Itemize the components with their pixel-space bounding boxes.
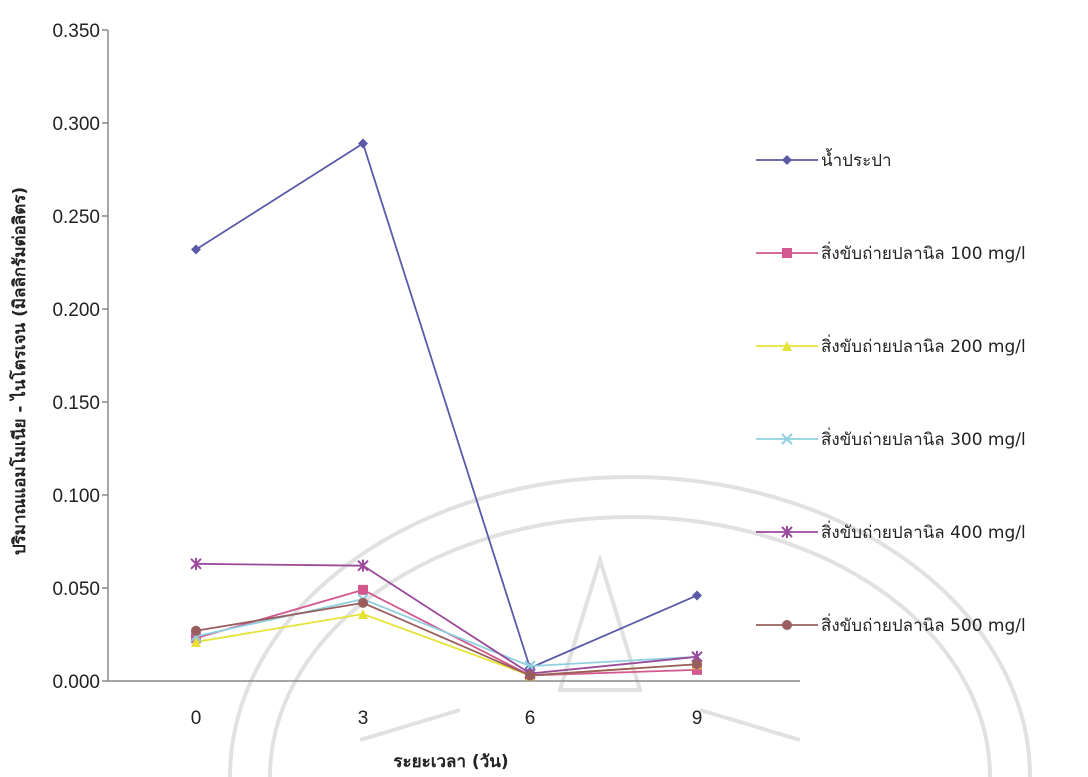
y-tick-label: 0.150 bbox=[52, 393, 100, 414]
legend-item: สิ่งขับถ่ายปลานิล 500 mg/l bbox=[756, 613, 1026, 636]
legend-marker bbox=[781, 433, 793, 445]
data-point bbox=[692, 590, 702, 601]
series-line bbox=[195, 562, 698, 675]
legend-marker bbox=[781, 526, 793, 538]
legend-item: สิ่งขับถ่ายปลานิล 400 mg/l bbox=[756, 520, 1026, 543]
legend-item: สิ่งขับถ่ายปลานิล 100 mg/l bbox=[756, 241, 1026, 264]
legend-label: สิ่งขับถ่ายปลานิล 100 mg/l bbox=[821, 241, 1026, 264]
legend-marker bbox=[782, 248, 792, 258]
legend-label: สิ่งขับถ่ายปลานิล 400 mg/l bbox=[821, 520, 1026, 543]
data-point bbox=[358, 138, 368, 149]
plot-axes bbox=[107, 30, 800, 682]
series-line bbox=[195, 598, 698, 668]
legend-label: สิ่งขับถ่ายปลานิล 500 mg/l bbox=[821, 613, 1026, 636]
data-point bbox=[191, 625, 201, 636]
data-point bbox=[357, 559, 369, 572]
series-4 bbox=[190, 593, 703, 672]
legend-label: สิ่งขับถ่ายปลานิล 300 mg/l bbox=[821, 427, 1026, 450]
data-point bbox=[525, 670, 535, 681]
x-tick-labels: 0 3 6 9 bbox=[191, 708, 703, 729]
legend-item: สิ่งขับถ่ายปลานิล 300 mg/l bbox=[756, 427, 1026, 450]
y-tick-label: 0.350 bbox=[52, 21, 100, 42]
legend-label: สิ่งขับถ่ายปลานิล 200 mg/l bbox=[821, 334, 1026, 357]
series-line bbox=[195, 601, 698, 677]
legend-item: น้ำประปา bbox=[756, 148, 892, 171]
legend-marker bbox=[782, 620, 792, 630]
series-lines bbox=[190, 138, 703, 681]
legend-label: น้ำประปา bbox=[821, 148, 892, 171]
x-tick-label: 6 bbox=[525, 708, 536, 729]
x-axis-title: ระยะเวลา (วัน) bbox=[393, 752, 508, 772]
data-point bbox=[692, 664, 702, 675]
legend-marker bbox=[782, 155, 792, 165]
x-tick-label: 9 bbox=[692, 708, 703, 729]
data-point bbox=[358, 609, 368, 620]
y-tick-labels: 0.000 0.050 0.100 0.150 0.200 0.250 0.300 0.350 bbox=[52, 21, 108, 693]
series-1 bbox=[191, 138, 702, 673]
data-point bbox=[191, 636, 201, 647]
data-point bbox=[358, 597, 368, 608]
y-tick-label: 0.100 bbox=[52, 486, 100, 507]
data-point bbox=[190, 557, 202, 570]
x-tick-label: 0 bbox=[191, 708, 202, 729]
y-tick-label: 0.300 bbox=[52, 114, 100, 135]
y-tick-label: 0.250 bbox=[52, 207, 100, 228]
y-axis-title: ปริมาณแอมโมเนีย - ไนโตรเจน (มิลลิกรัมต่อ… bbox=[9, 187, 30, 555]
legend-marker bbox=[782, 341, 792, 351]
y-tick-label: 0.050 bbox=[52, 579, 100, 600]
data-point bbox=[191, 244, 201, 255]
series-line bbox=[195, 142, 698, 670]
legend-item: สิ่งขับถ่ายปลานิล 200 mg/l bbox=[756, 334, 1026, 357]
x-tick-label: 3 bbox=[358, 708, 369, 729]
series-6 bbox=[191, 597, 702, 681]
data-point bbox=[692, 659, 702, 670]
y-tick-label: 0.000 bbox=[52, 672, 100, 693]
data-point bbox=[358, 584, 368, 595]
y-tick-label: 0.200 bbox=[52, 300, 100, 321]
watermark-seal bbox=[228, 475, 1032, 777]
